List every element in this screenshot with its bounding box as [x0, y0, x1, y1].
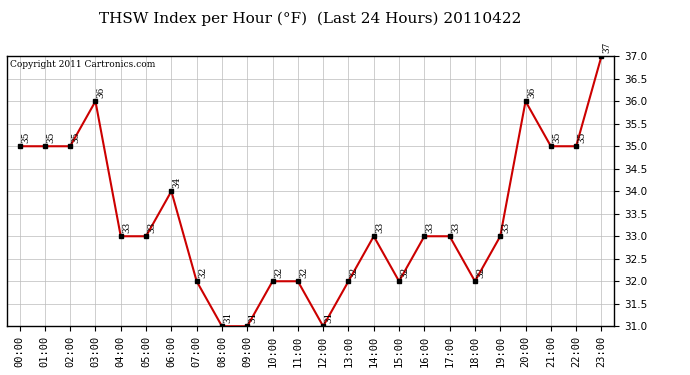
Text: 35: 35	[578, 132, 586, 144]
Text: 32: 32	[476, 267, 485, 279]
Text: 35: 35	[46, 132, 55, 144]
Text: 32: 32	[299, 267, 308, 279]
Text: 33: 33	[451, 222, 460, 234]
Text: 33: 33	[426, 222, 435, 234]
Text: 35: 35	[72, 132, 81, 144]
Text: 33: 33	[375, 222, 384, 234]
Text: 32: 32	[274, 267, 283, 279]
Text: 37: 37	[603, 42, 612, 54]
Text: 34: 34	[172, 177, 181, 189]
Text: 35: 35	[552, 132, 561, 144]
Text: 36: 36	[97, 87, 106, 99]
Text: 31: 31	[248, 312, 257, 324]
Text: 32: 32	[400, 267, 409, 279]
Text: 32: 32	[350, 267, 359, 279]
Text: 31: 31	[324, 312, 333, 324]
Text: 33: 33	[122, 222, 131, 234]
Text: 33: 33	[502, 222, 511, 234]
Text: 32: 32	[198, 267, 207, 279]
Text: 31: 31	[224, 312, 233, 324]
Text: 33: 33	[148, 222, 157, 234]
Text: THSW Index per Hour (°F)  (Last 24 Hours) 20110422: THSW Index per Hour (°F) (Last 24 Hours)…	[99, 11, 522, 26]
Text: Copyright 2011 Cartronics.com: Copyright 2011 Cartronics.com	[10, 60, 155, 69]
Text: 36: 36	[527, 87, 536, 99]
Text: 35: 35	[21, 132, 30, 144]
